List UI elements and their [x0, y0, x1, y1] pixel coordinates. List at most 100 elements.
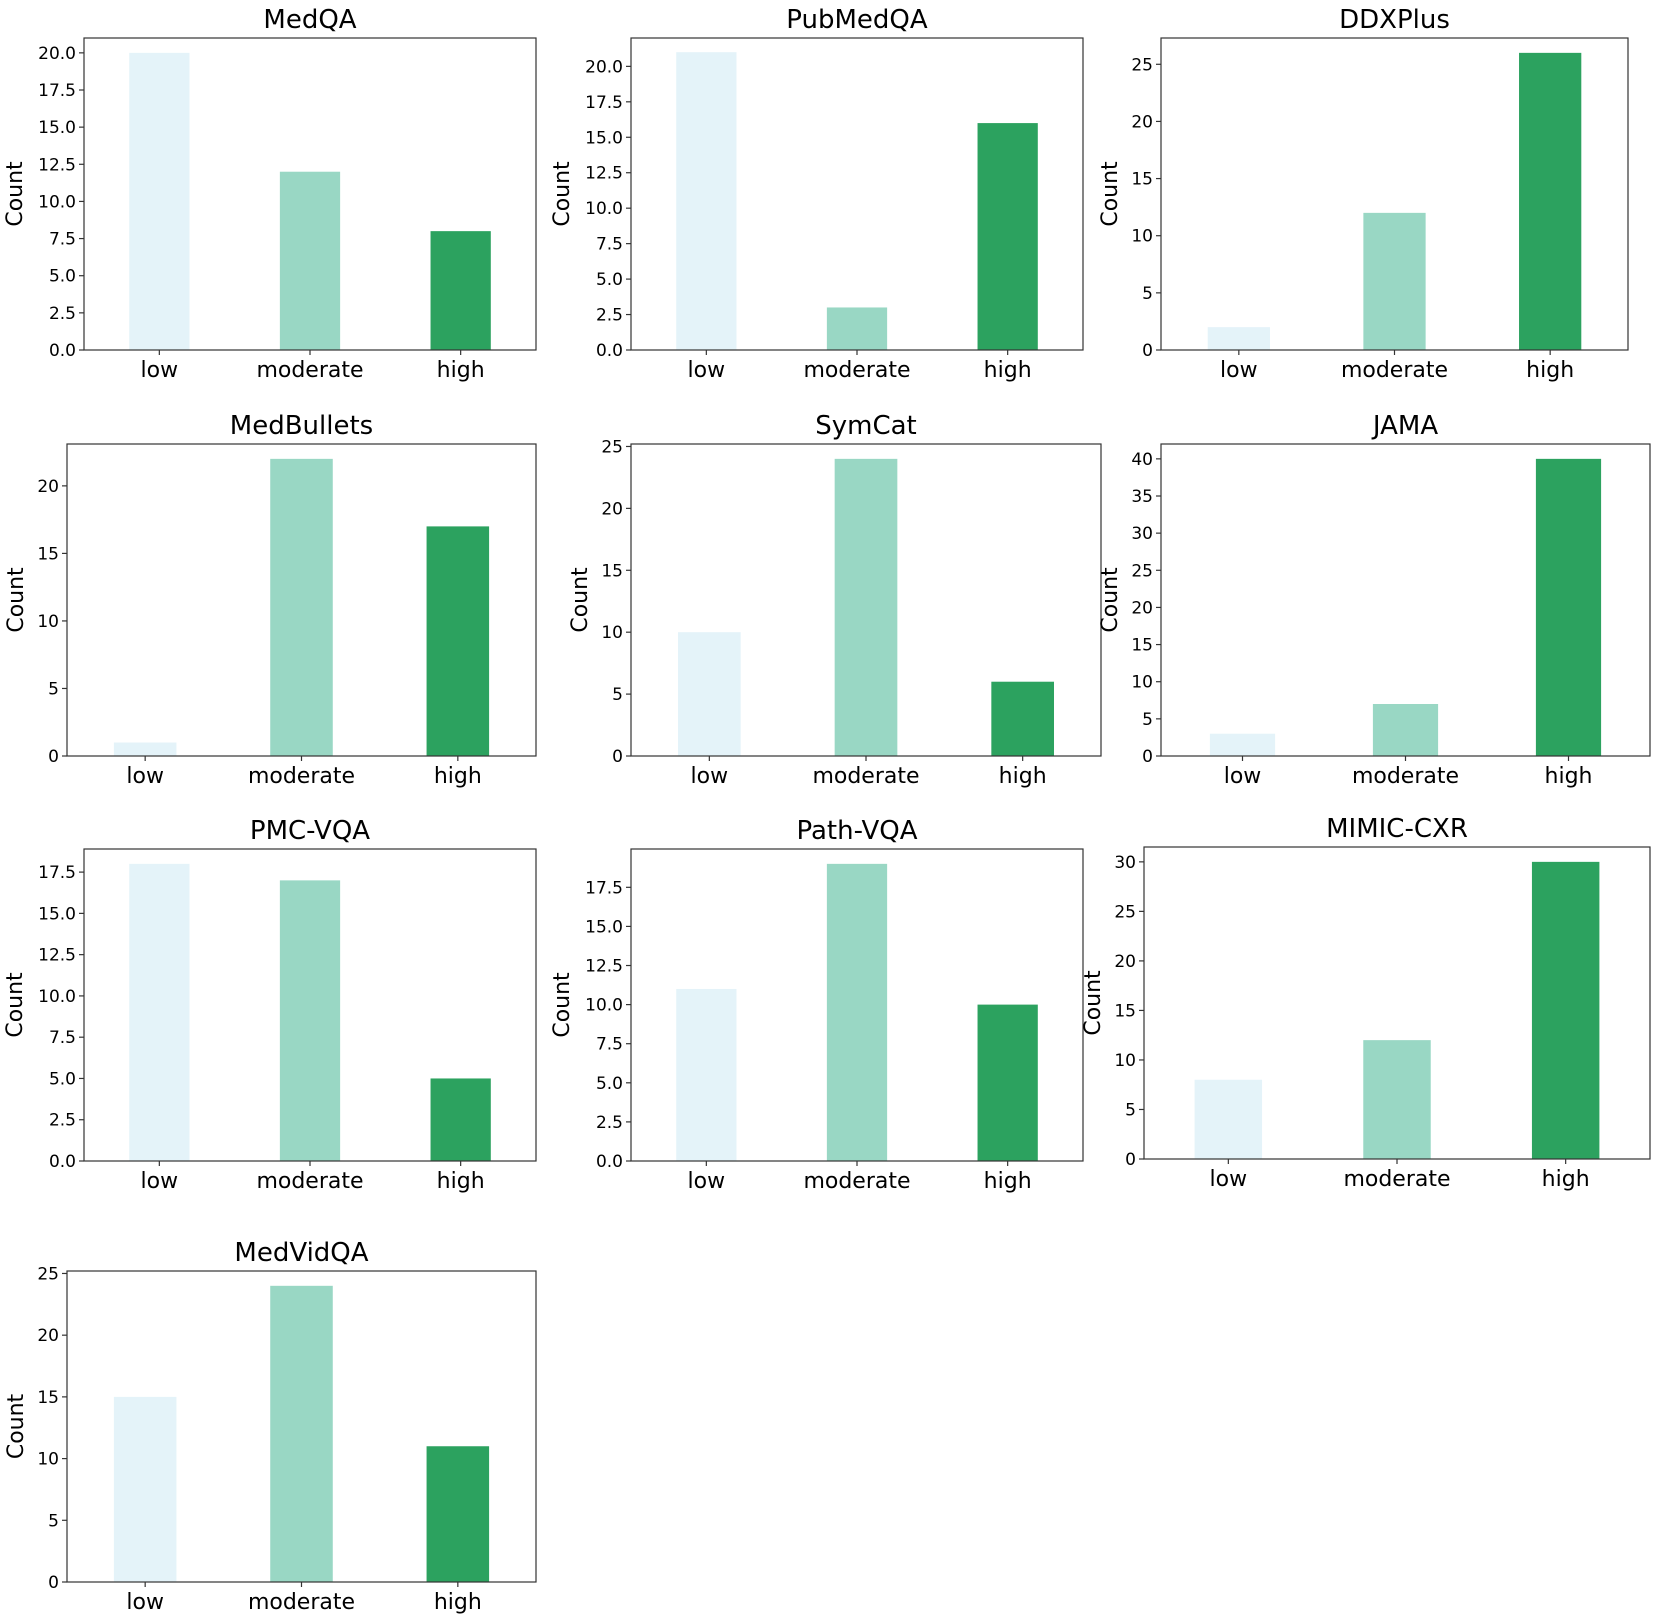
- chart-panel-medvidqa: MedVidQA low moderate high 0 5 10 15 20 25 Count: [4, 1238, 537, 1615]
- bar-moderate: [270, 458, 333, 756]
- y-tick-label: 20: [37, 1326, 59, 1346]
- bar-high: [991, 681, 1054, 756]
- y-tick-label: 25: [37, 1264, 59, 1284]
- x-tick-label: moderate: [256, 1169, 363, 1194]
- chart-title: JAMA: [1371, 411, 1438, 441]
- x-tick-label: low: [688, 1169, 726, 1194]
- y-tick-label: 15: [1114, 1001, 1136, 1021]
- y-tick-label: 10: [37, 612, 59, 632]
- y-tick-label: 15: [37, 1388, 59, 1408]
- chart-title: Path-VQA: [796, 816, 917, 846]
- x-tick-label: low: [1220, 358, 1258, 383]
- chart-panel-pmc-vqa: PMC-VQA low moderate high 0.0 2.5 5.0 7.5 10.0 12…: [3, 816, 537, 1194]
- bar-high: [977, 123, 1038, 350]
- y-tick-label: 10.0: [38, 192, 76, 212]
- y-axis-label: Count: [1098, 161, 1123, 227]
- bar-moderate: [826, 307, 888, 350]
- y-tick-label: 15.0: [38, 118, 76, 138]
- plot-frame: [66, 1270, 537, 1583]
- y-axis-label: Count: [3, 161, 28, 227]
- y-tick-label: 17.5: [38, 863, 76, 883]
- chart-title: MedBullets: [230, 411, 373, 441]
- y-axis-label: Count: [3, 972, 28, 1038]
- bar-moderate: [834, 458, 898, 756]
- y-tick-label: 15.0: [38, 904, 76, 924]
- chart-title: DDXPlus: [1339, 5, 1450, 35]
- x-tick-label: moderate: [1341, 358, 1448, 383]
- x-tick-label: moderate: [248, 1590, 355, 1615]
- plot-frame: [1143, 846, 1651, 1160]
- y-tick-label: 0: [1142, 341, 1153, 361]
- x-tick-label: low: [141, 1169, 179, 1194]
- y-tick-label: 0.0: [49, 1152, 76, 1172]
- y-axis-label: Count: [550, 161, 575, 227]
- y-tick-label: 5.0: [596, 270, 623, 290]
- chart-title: MIMIC-CXR: [1326, 814, 1468, 844]
- x-tick-label: moderate: [256, 358, 363, 383]
- y-tick-label: 35: [1131, 487, 1153, 507]
- chart-panel-ddxplus: DDXPlus low moderate high 0 5 10 15 20 25 Count: [1098, 5, 1629, 383]
- y-tick-label: 5: [612, 685, 623, 705]
- y-tick-label: 17.5: [38, 81, 76, 101]
- y-tick-label: 12.5: [38, 946, 76, 966]
- y-tick-label: 15: [601, 561, 623, 581]
- chart-title: PubMedQA: [786, 5, 928, 35]
- y-tick-label: 10: [1131, 227, 1153, 247]
- y-axis-label: Count: [568, 567, 593, 633]
- y-tick-label: 2.5: [49, 1111, 76, 1131]
- x-tick-label: low: [1210, 1167, 1248, 1192]
- y-tick-label: 5.0: [596, 1074, 623, 1094]
- chart-panel-mimic-cxr: MIMIC-CXR low moderate high 0 5 10 15 20 25 30 Coun…: [1081, 814, 1651, 1192]
- y-tick-label: 0: [48, 747, 59, 767]
- y-tick-label: 25: [601, 437, 623, 457]
- y-tick-label: 20: [37, 477, 59, 497]
- bar-low: [113, 742, 177, 756]
- chart-panel-pubmedqa: PubMedQA low moderate high 0.0 2.5 5.0 7.5 10.0 1…: [550, 5, 1084, 383]
- y-tick-label: 5: [48, 679, 59, 699]
- y-tick-label: 5: [1142, 284, 1153, 304]
- y-tick-label: 5: [1142, 710, 1153, 730]
- chart-title: SymCat: [815, 411, 917, 441]
- x-tick-label: high: [1542, 1167, 1590, 1192]
- bar-high: [977, 1004, 1038, 1161]
- y-tick-label: 25: [1114, 902, 1136, 922]
- x-tick-label: moderate: [812, 764, 919, 789]
- plot-frame: [630, 37, 1084, 351]
- x-tick-label: low: [1224, 764, 1262, 789]
- y-tick-label: 7.5: [49, 1028, 76, 1048]
- y-tick-label: 10: [1131, 673, 1153, 693]
- x-tick-label: moderate: [248, 764, 355, 789]
- y-tick-label: 12.5: [38, 155, 76, 175]
- bar-low: [129, 863, 190, 1161]
- y-tick-label: 25: [1131, 561, 1153, 581]
- bar-low: [1209, 733, 1276, 756]
- y-tick-label: 12.5: [585, 164, 623, 184]
- y-tick-label: 30: [1131, 524, 1153, 544]
- x-tick-label: low: [126, 764, 164, 789]
- x-tick-label: high: [437, 358, 485, 383]
- y-tick-label: 10: [1114, 1051, 1136, 1071]
- bar-low: [1194, 1079, 1263, 1159]
- x-tick-label: moderate: [803, 358, 910, 383]
- y-tick-label: 5: [48, 1511, 59, 1531]
- y-axis-label: Count: [550, 972, 575, 1038]
- y-tick-label: 20.0: [38, 44, 76, 64]
- chart-panel-jama: JAMA low moderate high 0 5 10 15 20 25 30 35 40 Count: [1098, 411, 1651, 789]
- y-tick-label: 0.0: [49, 341, 76, 361]
- bar-high: [1535, 458, 1602, 756]
- y-axis-label: Count: [4, 1393, 29, 1459]
- x-tick-label: high: [999, 764, 1047, 789]
- y-tick-label: 20: [601, 499, 623, 519]
- bar-moderate: [1372, 704, 1439, 756]
- y-tick-label: 20.0: [585, 57, 623, 77]
- y-tick-label: 17.5: [585, 878, 623, 898]
- y-tick-label: 15: [37, 544, 59, 564]
- y-tick-label: 12.5: [585, 957, 623, 977]
- x-tick-label: moderate: [1352, 764, 1459, 789]
- chart-title: MedVidQA: [234, 1238, 368, 1268]
- x-tick-label: high: [984, 1169, 1032, 1194]
- y-tick-label: 0.0: [596, 1152, 623, 1172]
- y-tick-label: 2.5: [596, 1113, 623, 1133]
- chart-panel-path-vqa: Path-VQA low moderate high 0.0 2.5 5.0 7.5 10.0 1…: [550, 816, 1084, 1194]
- y-tick-label: 25: [1131, 55, 1153, 75]
